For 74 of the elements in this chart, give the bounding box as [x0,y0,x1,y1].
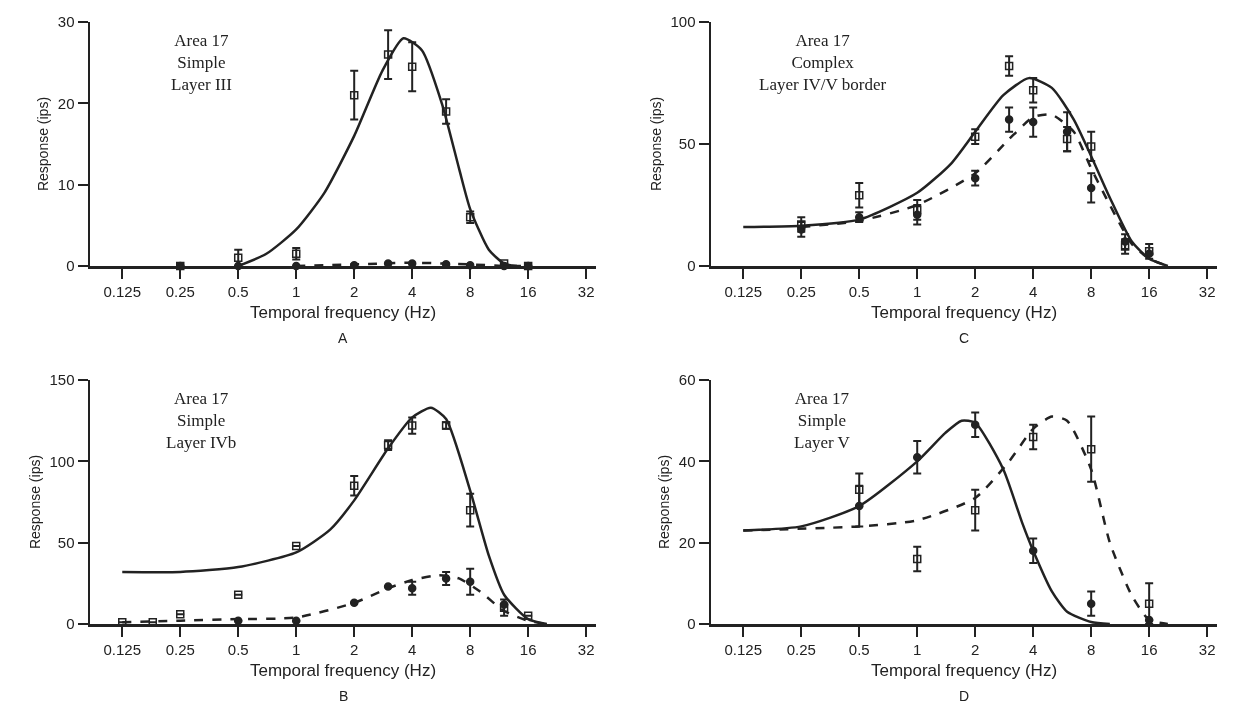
x-tick-label: 1 [913,640,922,658]
x-tick-label: 1 [292,640,301,658]
x-tick-label: 4 [408,282,417,300]
y-tick-label: 60 [678,371,696,389]
x-axis-title: Temporal frequency (Hz) [249,661,437,681]
point [970,505,980,515]
x-axis-title: Temporal frequency (Hz) [249,303,437,323]
y-tick-label: 20 [678,533,696,551]
text: A [338,330,348,346]
y-tick-label: 30 [57,13,75,31]
point [1144,599,1154,608]
y-tick-label: 20 [57,94,75,112]
y-tick-label: 0 [66,257,75,275]
x-tick-label: 2 [971,640,980,658]
point [1086,599,1096,608]
x-tick-label: 8 [1087,640,1096,658]
point [912,554,922,564]
x-tick-label: 2 [971,282,980,300]
y-tick-label: 50 [57,533,75,551]
y-tick-label: 0 [687,257,696,275]
y-axis-title: Response (ips) [26,454,43,550]
y-tick-label: 10 [57,175,75,193]
x-tick-label: 32 [577,640,595,658]
annotation: Area 17 Simple Layer IVb [166,389,237,453]
y-axis-title: Response (ips) [35,96,52,192]
y-tick-label: 50 [678,135,696,153]
y-axis-title: Response (ips) [647,96,664,192]
x-tick-label: 0.25 [786,640,816,658]
x-tick-label: 8 [466,640,475,658]
x-tick-label: 0.25 [165,640,195,658]
point [1028,432,1038,442]
y-tick-label: 100 [49,452,75,470]
x-tick-label: 1 [913,282,922,300]
x-tick-label: 0.25 [786,282,816,300]
point [1086,444,1096,454]
x-tick-label: 2 [350,640,359,658]
y-tick-label: 0 [687,615,696,633]
text: C [959,330,970,346]
text: B [339,688,349,704]
x-tick-label: 1 [292,282,301,300]
x-tick-label: 4 [1029,640,1038,658]
x-tick-label: 0.25 [165,282,195,300]
x-tick-label: 4 [408,640,417,658]
x-axis-title: Temporal frequency (Hz) [870,303,1058,323]
x-tick-label: 16 [1140,282,1158,300]
x-tick-label: 16 [519,640,537,658]
x-tick-label: 32 [577,282,595,300]
annotation: Area 17 Simple Layer III [171,31,233,95]
annotation: Area 17 Complex Layer IV/V border [759,31,887,95]
x-tick-label: 0.5 [848,640,870,658]
y-axis-title: Response (ips) [656,454,673,550]
x-tick-label: 32 [1198,282,1216,300]
y-tick-label: 40 [678,452,696,470]
x-tick-label: 0.125 [103,282,142,300]
x-tick-label: 16 [519,282,537,300]
x-tick-label: 2 [350,282,359,300]
x-tick-label: 0.125 [724,282,763,300]
y-tick-label: 0 [66,615,75,633]
x-tick-label: 0.125 [103,640,142,658]
annotation: Area 17 Simple Layer V [794,389,851,453]
x-tick-label: 0.5 [848,282,870,300]
x-axis-title: Temporal frequency (Hz) [870,661,1058,681]
x-tick-label: 0.5 [227,282,249,300]
x-tick-label: 0.125 [724,640,763,658]
x-tick-label: 8 [1087,282,1096,300]
x-tick-label: 16 [1140,640,1158,658]
x-tick-label: 0.5 [227,640,249,658]
x-tick-label: 4 [1029,282,1038,300]
point [854,485,864,495]
x-tick-label: 8 [466,282,475,300]
y-tick-label: 100 [670,13,696,31]
y-tick-label: 150 [49,371,75,389]
x-tick-label: 32 [1198,640,1216,658]
text: D [959,688,970,704]
